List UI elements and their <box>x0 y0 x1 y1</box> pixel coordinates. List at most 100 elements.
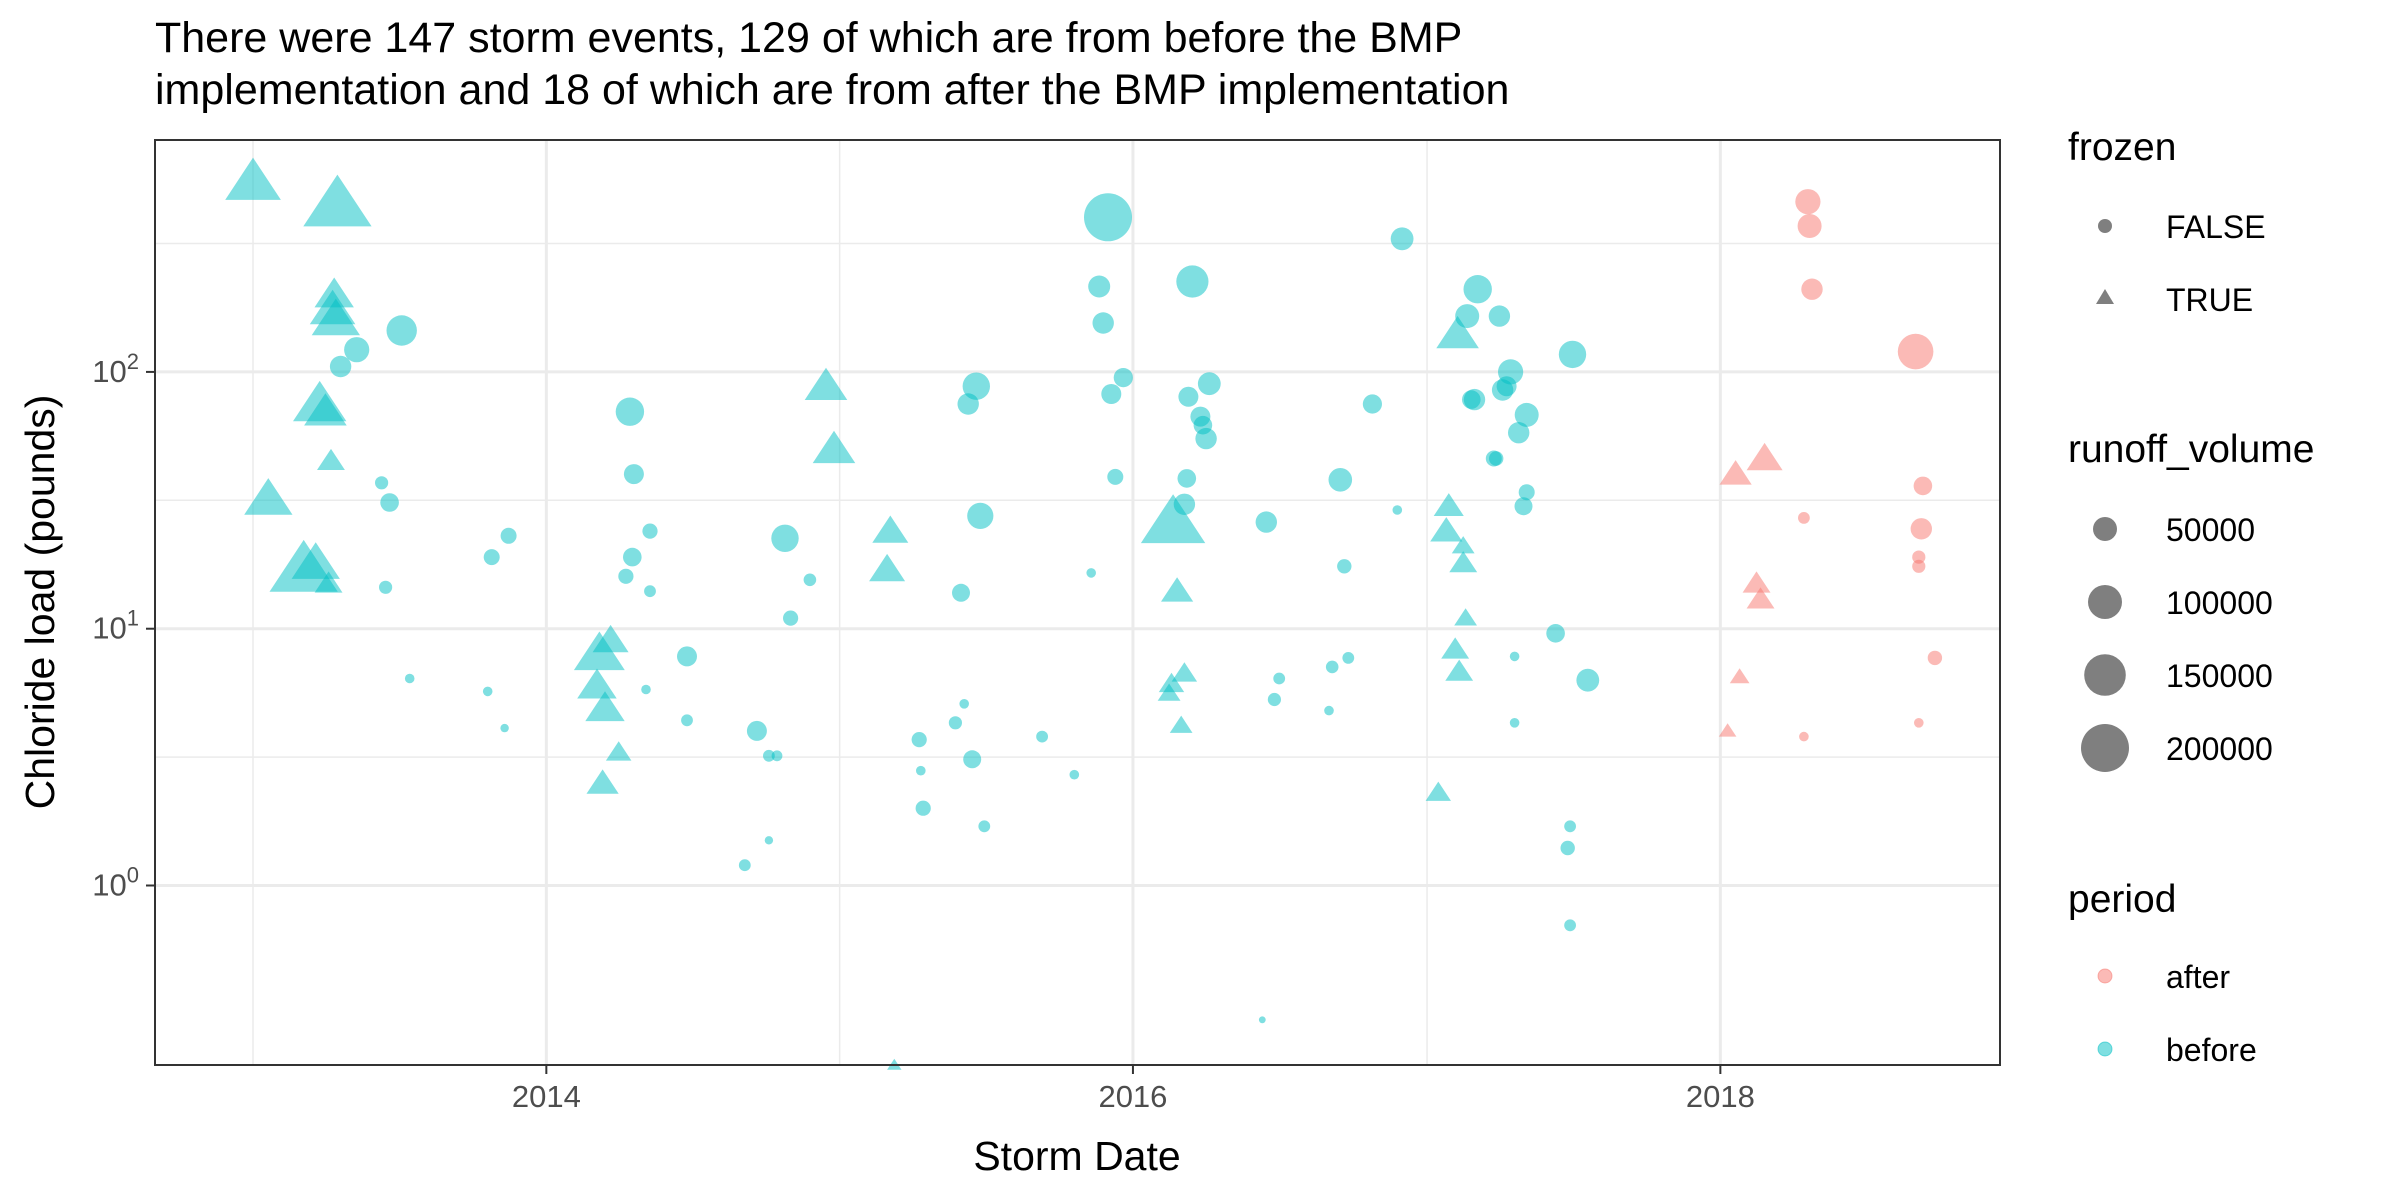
data-point-circle <box>1509 718 1520 728</box>
legend-runoff-keys <box>2081 517 2129 772</box>
data-point-circle <box>1328 468 1353 492</box>
data-point-triangle <box>304 393 347 426</box>
data-point-circle <box>1342 652 1355 664</box>
data-point-circle <box>764 836 774 845</box>
data-point-circle <box>803 573 817 587</box>
data-point-triangle <box>1746 442 1783 471</box>
x-tick-label: 2014 <box>512 1079 581 1114</box>
data-point-triangle <box>1436 315 1479 349</box>
data-point-circle <box>623 547 642 567</box>
data-point-triangle <box>812 430 856 464</box>
legend-runoff-key <box>2088 585 2122 619</box>
data-point-circle <box>746 720 767 741</box>
data-point-circle <box>1913 476 1933 496</box>
data-point-triangle <box>1449 551 1478 573</box>
data-point-circle <box>1912 550 1926 564</box>
data-point-triangle <box>605 741 632 761</box>
data-point-triangle <box>1157 683 1181 701</box>
data-point-triangle <box>314 277 354 308</box>
data-point-circle <box>482 686 493 697</box>
data-point-circle <box>962 372 990 400</box>
data-point-triangle <box>872 515 909 543</box>
legend-period-after-label: after <box>2166 959 2230 995</box>
data-point-triangle <box>869 553 906 582</box>
grid-lines <box>155 140 2000 1065</box>
data-point-circle <box>1798 512 1810 524</box>
legend-key-circle <box>2098 219 2112 233</box>
data-point-circle <box>1509 651 1520 662</box>
data-point-circle <box>1107 468 1124 485</box>
legend-key-before <box>2097 1041 2113 1057</box>
data-point-circle <box>915 800 931 816</box>
data-point-circle <box>1514 497 1533 516</box>
data-point-circle <box>1197 372 1221 396</box>
data-point-triangle <box>1169 715 1193 733</box>
data-point-circle <box>379 580 393 594</box>
panel-border <box>154 139 2001 1066</box>
data-point-circle <box>483 549 500 566</box>
y-axis: 100 101 102 <box>92 349 155 903</box>
data-point-circle <box>1195 427 1217 450</box>
plot-panel <box>155 140 2000 1065</box>
legend-runoff-volume: runoff_volume 50000 100000 150000 200000 <box>2068 428 2314 772</box>
data-point-circle <box>500 527 517 544</box>
data-point-triangle <box>592 624 629 653</box>
data-point-triangle <box>317 448 345 470</box>
data-point-circle <box>1324 705 1334 716</box>
legend-runoff-150000-label: 150000 <box>2166 658 2273 694</box>
data-point-circle <box>967 502 994 529</box>
data-point-circle <box>642 523 658 539</box>
data-point-circle <box>1337 559 1352 574</box>
data-point-circle <box>1036 730 1048 743</box>
data-point-circle <box>1177 469 1197 488</box>
data-point-triangle <box>1746 587 1775 609</box>
data-point-circle <box>1101 384 1122 404</box>
y-tick-label: 101 <box>92 606 139 646</box>
legend-runoff-title: runoff_volume <box>2068 428 2314 471</box>
data-point-circle <box>1927 650 1943 666</box>
data-point-circle <box>623 464 644 485</box>
data-point-circle <box>959 699 969 709</box>
data-point-circle <box>1564 820 1576 833</box>
data-point-circle <box>783 610 799 626</box>
legend-frozen: frozen FALSE TRUE <box>2068 126 2266 318</box>
data-point-triangle <box>577 668 617 699</box>
data-point-triangle <box>303 174 372 227</box>
data-point-triangle <box>1140 494 1206 544</box>
data-point-circle <box>375 476 389 490</box>
data-point-circle <box>911 732 927 748</box>
data-point-circle <box>1463 388 1486 411</box>
data-point-triangle <box>804 367 848 400</box>
data-point-circle <box>1258 1016 1266 1024</box>
data-point-circle <box>771 524 799 552</box>
legend-period-title: period <box>2068 878 2176 921</box>
legend-key-triangle <box>2096 289 2114 304</box>
data-point-triangle <box>1430 517 1463 542</box>
data-points <box>225 157 1943 1070</box>
data-point-circle <box>1463 275 1492 304</box>
data-point-circle <box>1455 304 1480 329</box>
data-point-circle <box>1176 265 1209 298</box>
data-point-circle <box>1498 359 1524 385</box>
data-point-circle <box>1560 840 1575 856</box>
data-point-triangle <box>1158 672 1185 693</box>
data-point-circle <box>618 568 634 584</box>
y-tick-label: 102 <box>92 349 139 389</box>
data-point-circle <box>1173 493 1196 515</box>
data-point-circle <box>738 859 751 872</box>
data-point-circle <box>615 397 645 426</box>
data-point-circle <box>948 716 963 730</box>
data-point-triangle <box>225 157 281 200</box>
data-point-triangle <box>1161 577 1194 602</box>
data-point-circle <box>1092 312 1114 334</box>
data-point-triangle <box>1433 493 1464 516</box>
legend-runoff-100000-label: 100000 <box>2166 585 2273 621</box>
data-point-triangle <box>1425 781 1451 801</box>
data-point-triangle <box>1454 608 1477 626</box>
data-point-circle <box>386 315 417 346</box>
data-point-triangle <box>1451 536 1475 554</box>
data-point-circle <box>1267 692 1281 707</box>
y-axis-title: Chloride load (pounds) <box>17 395 63 810</box>
chart-title-line-1: There were 147 storm events, 129 of whic… <box>155 14 1462 62</box>
data-point-circle <box>1392 505 1403 515</box>
